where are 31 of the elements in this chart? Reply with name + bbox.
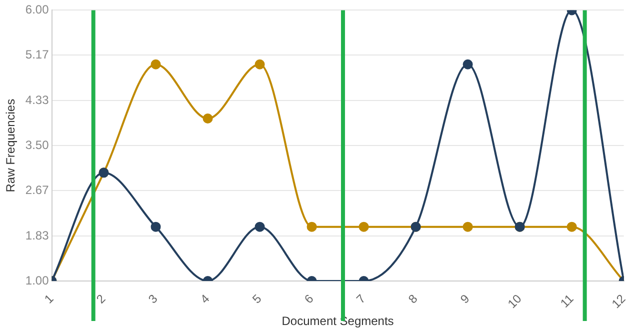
point [566,222,577,232]
y-tick-label: 3.50 [25,138,50,152]
y-tick-label: 2.67 [25,182,50,197]
x-tick-label: 8 [406,291,420,306]
point [254,222,265,232]
y-tick-label: 5.17 [25,47,50,62]
point [306,222,317,232]
y-tick-label: 6.00 [25,2,50,17]
x-tick-label: 7 [354,291,368,306]
point [150,222,161,232]
y-tick-label: 1.00 [25,273,50,288]
x-tick-label: 2 [94,291,108,306]
x-tick-label: 6 [302,291,316,306]
x-tick-label: 12 [608,291,629,311]
point [358,222,369,232]
y-tick-label: 1.83 [25,228,50,242]
x-tick-label: 10 [504,291,524,311]
x-tick-label: 11 [558,291,576,310]
point [462,222,473,232]
x-tick-label: 4 [198,291,212,306]
y-tick-label: 4.33 [25,92,50,107]
point [202,114,213,124]
point [462,59,473,70]
point [254,59,265,70]
x-tick-label: 3 [146,291,160,306]
line-series [52,10,624,281]
x-tick-label: 9 [458,291,472,306]
x-tick-label: 5 [250,291,264,306]
x-tick-label: 1 [42,291,56,306]
y-axis-title: Raw Frequencies [4,98,18,192]
point [150,59,161,70]
